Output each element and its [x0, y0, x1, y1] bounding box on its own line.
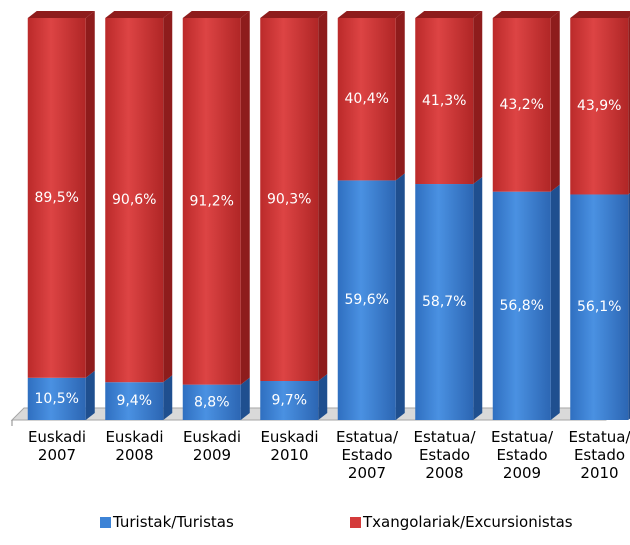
legend-item: Txangolariak/Excursionistas	[350, 513, 573, 531]
x-tick-label: Euskadi 2009	[182, 428, 242, 464]
data-label: 56,8%	[500, 298, 544, 314]
legend-label: Turistak/Turistas	[113, 513, 234, 531]
bar	[27, 377, 86, 420]
data-label: 9,7%	[271, 393, 307, 409]
bar-top	[27, 11, 95, 18]
bar-side	[473, 11, 483, 185]
bar-side	[395, 173, 405, 420]
bar-side	[318, 11, 328, 382]
bar	[337, 18, 396, 181]
bar	[337, 180, 396, 420]
data-label: 41,3%	[422, 93, 466, 109]
legend-item: Turistak/Turistas	[100, 513, 234, 531]
data-label: 91,2%	[190, 193, 234, 209]
x-tick-label: Euskadi 2010	[260, 428, 319, 464]
bar-top	[570, 11, 630, 18]
bar-side	[318, 374, 328, 420]
data-label: 10,5%	[35, 391, 79, 407]
x-tick-label: Estatua/ Estado 2010	[568, 428, 630, 482]
data-label: 90,3%	[267, 192, 311, 208]
x-tick-label: Euskadi 2007	[27, 428, 87, 464]
bar-side	[473, 177, 483, 420]
data-label: 8,8%	[194, 394, 230, 410]
bar-top	[337, 11, 405, 18]
bar	[492, 18, 551, 192]
bar	[260, 381, 319, 420]
bar	[415, 184, 474, 420]
data-label: 58,7%	[422, 294, 466, 310]
data-label: 90,6%	[112, 192, 156, 208]
bar-side	[240, 11, 250, 385]
bar	[27, 18, 86, 378]
legend-swatch	[350, 516, 361, 528]
bar	[570, 194, 629, 420]
data-label: 9,4%	[116, 393, 152, 409]
data-label: 40,4%	[345, 91, 389, 107]
bar-top	[492, 11, 560, 18]
bar-side	[163, 11, 173, 383]
bar-side	[550, 11, 560, 192]
bar-side	[163, 375, 173, 420]
bar-side	[85, 370, 95, 420]
data-label: 59,6%	[345, 292, 389, 308]
bar-side	[395, 11, 405, 181]
bar-side	[550, 184, 560, 420]
data-label: 43,2%	[500, 97, 544, 113]
bar-top	[260, 11, 328, 18]
x-tick-label: Estatua/ Estado 2007	[336, 428, 398, 482]
x-tick-label: Estatua/ Estado 2009	[491, 428, 553, 482]
data-label: 56,1%	[577, 299, 621, 315]
data-label: 89,5%	[35, 190, 79, 206]
bar-top	[182, 11, 250, 18]
x-tick-label: Euskadi 2008	[105, 428, 164, 464]
bar	[105, 382, 164, 420]
bar-top	[105, 11, 173, 18]
legend-swatch	[100, 516, 111, 528]
bar	[570, 18, 629, 195]
bar	[415, 18, 474, 185]
bar	[105, 18, 164, 383]
bar	[182, 18, 241, 385]
bar	[260, 18, 319, 382]
bar-side	[85, 11, 95, 378]
bar	[182, 384, 241, 420]
bar-top	[415, 11, 483, 18]
data-label: 43,9%	[577, 98, 621, 114]
x-tick-label: Estatua/ Estado 2008	[413, 428, 476, 482]
bar-side	[240, 377, 250, 420]
legend-label: Txangolariak/Excursionistas	[363, 513, 573, 531]
bar	[492, 191, 551, 420]
